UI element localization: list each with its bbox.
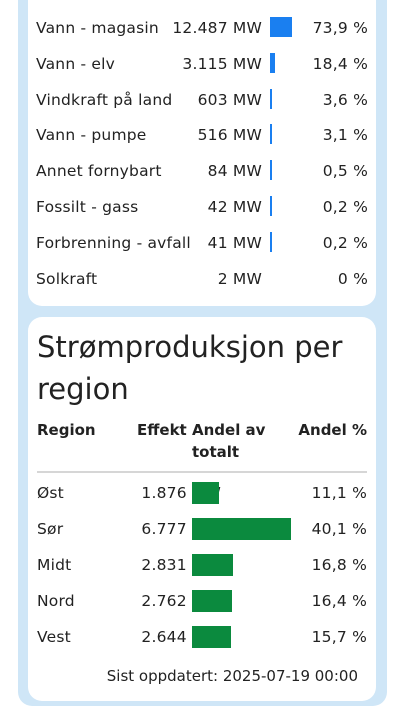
region-name: Midt bbox=[37, 556, 72, 574]
column-header-andel: Andel av totalt bbox=[192, 419, 265, 463]
region-share-bar bbox=[192, 482, 220, 504]
source-row: Solkraft 2 MW 0 % bbox=[36, 261, 368, 297]
source-mw: 603 MW bbox=[197, 90, 262, 109]
header-divider bbox=[37, 471, 367, 473]
region-section-title: Strømproduksjon per region bbox=[37, 330, 343, 406]
source-row: Vann - pumpe 516 MW 3,1 % bbox=[36, 117, 368, 153]
source-pct: 3,1 % bbox=[322, 126, 368, 145]
region-pct: 40,1 % bbox=[311, 520, 367, 538]
source-share-bar bbox=[270, 17, 292, 37]
region-pct: 16,8 % bbox=[311, 556, 367, 574]
source-share-bar bbox=[270, 124, 272, 145]
region-share-bar bbox=[192, 518, 291, 540]
region-row: Nord 2.762 MW 16,4 % bbox=[37, 583, 367, 619]
source-mw: 516 MW bbox=[197, 126, 262, 145]
source-name: Fossilt - gass bbox=[36, 198, 139, 216]
source-pct: 0,2 % bbox=[322, 198, 368, 216]
source-share-bar bbox=[270, 88, 272, 109]
column-header-andel-line2: totalt bbox=[192, 443, 240, 461]
source-share-bar bbox=[270, 196, 272, 216]
source-pct: 0,2 % bbox=[322, 233, 368, 252]
region-share-bar bbox=[192, 626, 231, 648]
source-row: Vann - elv 3.115 MW 18,4 % bbox=[36, 46, 368, 82]
region-share-bar bbox=[192, 554, 234, 576]
production-by-source-card: Vann - magasin 12.487 MW 73,9 % Vann - elv 3… bbox=[28, 0, 376, 306]
source-name: Vann - pumpe bbox=[36, 126, 147, 145]
source-mw: 41 MW bbox=[207, 233, 262, 252]
source-name: Solkraft bbox=[36, 269, 98, 288]
region-row: Midt 2.831 MW 16,8 % bbox=[37, 547, 367, 583]
region-name: Nord bbox=[37, 592, 75, 610]
source-row: Annet fornybart 84 MW 0,5 % bbox=[36, 153, 368, 189]
source-row: Vindkraft på land 603 MW 3,6 % bbox=[36, 82, 368, 118]
source-mw: 3.115 MW bbox=[182, 54, 262, 73]
source-share-bar bbox=[270, 160, 272, 181]
region-row: Vest 2.644 MW 15,7 % bbox=[37, 619, 367, 655]
region-share-bar bbox=[192, 590, 233, 612]
source-pct: 73,9 % bbox=[312, 19, 368, 37]
last-updated-text: Sist oppdatert: 2025-07-19 00:00 bbox=[106, 667, 358, 685]
source-mw: 12.487 MW bbox=[172, 19, 262, 37]
source-row: Forbrenning - avfall 41 MW 0,2 % bbox=[36, 225, 368, 261]
source-row: Fossilt - gass 42 MW 0,2 % bbox=[36, 189, 368, 225]
column-header-region: Region bbox=[37, 421, 96, 439]
source-pct: 0,5 % bbox=[322, 162, 368, 181]
source-name: Forbrenning - avfall bbox=[36, 233, 191, 252]
region-name: Sør bbox=[37, 520, 64, 538]
source-share-bar bbox=[270, 52, 276, 73]
column-header-pct: Andel % bbox=[298, 421, 367, 439]
source-row: Vann - magasin 12.487 MW 73,9 % bbox=[36, 10, 368, 46]
column-header-andel-line1: Andel av bbox=[192, 421, 266, 439]
region-row: Øst 1.876 MW 11,1 % bbox=[37, 475, 367, 511]
source-pct: 3,6 % bbox=[322, 90, 368, 109]
region-pct: 11,1 % bbox=[311, 484, 367, 502]
source-mw: 84 MW bbox=[207, 162, 262, 181]
region-name: Vest bbox=[37, 628, 71, 646]
source-mw: 2 MW bbox=[217, 269, 262, 288]
source-name: Annet fornybart bbox=[36, 162, 162, 181]
source-name: Vindkraft på land bbox=[36, 90, 173, 109]
source-name: Vann - magasin bbox=[36, 19, 159, 37]
source-name: Vann - elv bbox=[36, 54, 116, 73]
region-row: Sør 6.777 MW 40,1 % bbox=[37, 511, 367, 547]
source-pct: 18,4 % bbox=[312, 54, 368, 73]
source-pct: 0 % bbox=[337, 269, 368, 288]
column-header-effekt: Effekt bbox=[137, 421, 187, 439]
region-pct: 15,7 % bbox=[311, 628, 367, 646]
source-share-bar bbox=[270, 231, 272, 252]
source-mw: 42 MW bbox=[207, 198, 262, 216]
region-pct: 16,4 % bbox=[311, 592, 367, 610]
region-name: Øst bbox=[37, 484, 64, 502]
